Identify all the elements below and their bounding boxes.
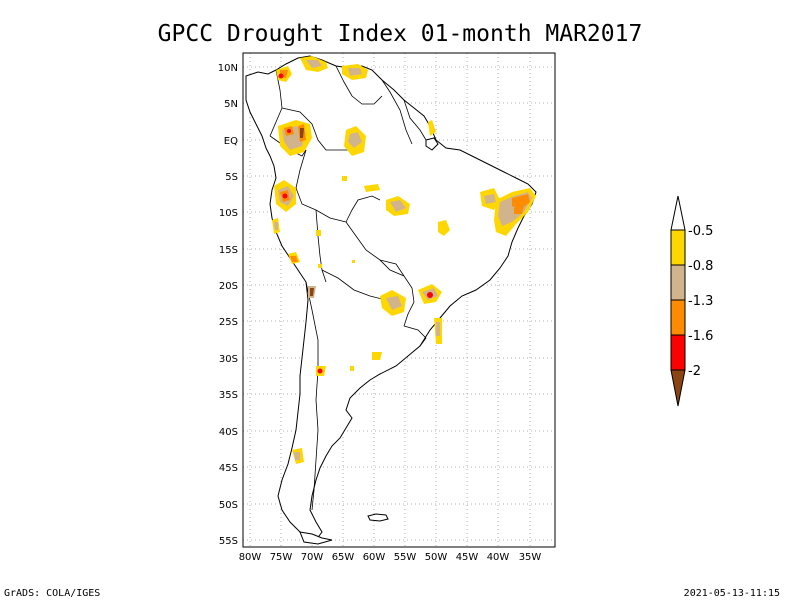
- patch: [438, 220, 450, 236]
- colorbar-bottom-arrow: [670, 369, 686, 407]
- colorbar: -0.5 -0.8 -1.3 -1.6 -2: [670, 195, 713, 407]
- lat-label: 10S: [219, 208, 238, 219]
- marajo-island: [425, 137, 439, 151]
- lon-label: 55W: [394, 552, 417, 563]
- patch: [300, 128, 304, 138]
- country-borders: [269, 65, 427, 511]
- patch: [290, 256, 298, 262]
- footer-timestamp: 2021-05-13-11:15: [684, 588, 780, 599]
- lat-label: 55S: [219, 536, 238, 547]
- lon-label: 75W: [270, 552, 293, 563]
- patch: [352, 260, 355, 263]
- colorbar-swatch: [670, 229, 686, 266]
- lon-label: 45W: [456, 552, 479, 563]
- lat-label: 35S: [219, 390, 238, 401]
- lat-label: 50S: [219, 500, 238, 511]
- patch: [274, 222, 278, 230]
- map-title: GPCC Drought Index 01-month MAR2017: [158, 21, 643, 47]
- patch: [350, 366, 354, 371]
- footer-credit: GrADS: COLA/IGES: [4, 588, 100, 599]
- lon-label: 40W: [487, 552, 510, 563]
- patch: [348, 132, 362, 148]
- patch: [428, 120, 436, 136]
- colorbar-label: -1.6: [688, 329, 713, 344]
- lat-label: 5S: [225, 172, 238, 183]
- lon-label: 60W: [363, 552, 386, 563]
- colorbar-label: -0.5: [688, 224, 713, 239]
- colorbar-swatch: [670, 299, 686, 336]
- lat-label: 45S: [219, 463, 238, 474]
- patch: [514, 206, 524, 214]
- colorbar-label: -2: [688, 364, 701, 379]
- drought-anomaly-patches: [272, 56, 536, 464]
- patch: [364, 184, 380, 192]
- patch: [512, 194, 530, 210]
- patch: [436, 322, 440, 336]
- lat-label: 25S: [219, 317, 238, 328]
- patch: [318, 264, 322, 268]
- lat-label: EQ: [224, 136, 238, 147]
- patch: [287, 129, 291, 133]
- patch: [427, 292, 433, 298]
- falkland-islands: [367, 513, 389, 522]
- patch: [342, 176, 347, 181]
- longitude-axis: 80W 75W 70W 65W 60W 55W 50W 45W 40W 35W: [239, 552, 542, 563]
- colorbar-label: -0.8: [688, 259, 713, 274]
- lon-label: 65W: [332, 552, 355, 563]
- lat-label: 5N: [224, 99, 238, 110]
- colorbar-swatch: [670, 334, 686, 371]
- colorbar-label: -1.3: [688, 294, 713, 309]
- lat-label: 20S: [219, 281, 238, 292]
- patch: [278, 73, 284, 79]
- patch: [348, 68, 362, 76]
- tierra-del-fuego: [299, 531, 333, 545]
- patch: [317, 368, 323, 374]
- colorbar-top-arrow: [670, 195, 686, 231]
- patch: [386, 296, 402, 310]
- lat-label: 10N: [218, 63, 238, 74]
- lon-label: 35W: [519, 552, 542, 563]
- patch: [282, 193, 288, 199]
- patch: [390, 200, 406, 212]
- lon-label: 70W: [301, 552, 324, 563]
- patch: [294, 452, 300, 460]
- patch: [372, 352, 382, 360]
- patch: [310, 288, 314, 296]
- lon-label: 80W: [239, 552, 262, 563]
- map-frame: [242, 52, 556, 548]
- latitude-axis: 10N 5N EQ 5S 10S 15S 20S 25S 30S 35S 40S…: [218, 63, 238, 547]
- lat-label: 30S: [219, 354, 238, 365]
- patch: [484, 194, 496, 204]
- colorbar-swatch: [670, 264, 686, 301]
- lat-label: 15S: [219, 245, 238, 256]
- patch: [316, 230, 321, 236]
- lon-label: 50W: [425, 552, 448, 563]
- lat-label: 40S: [219, 427, 238, 438]
- patch: [306, 60, 322, 68]
